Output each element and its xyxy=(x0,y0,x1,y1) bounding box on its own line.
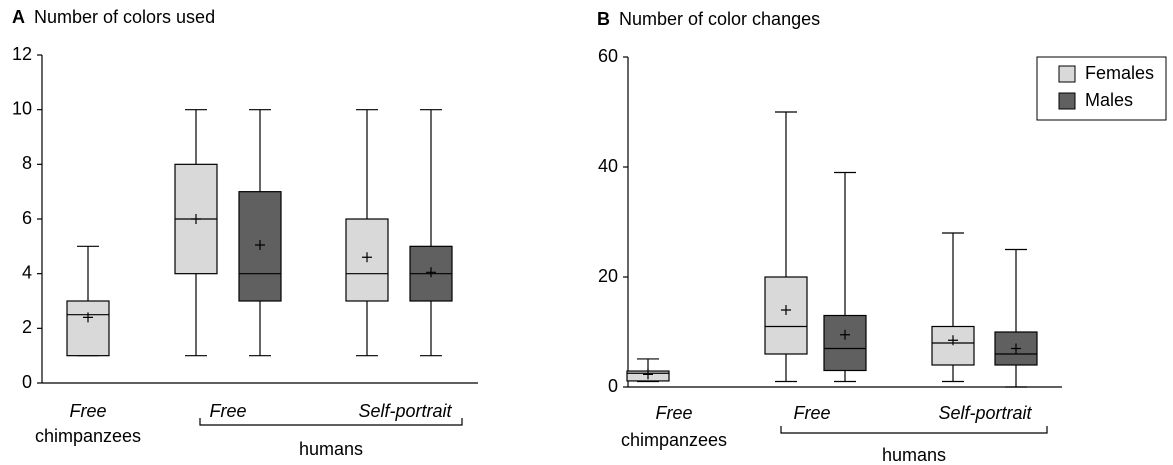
group-label: chimpanzees xyxy=(621,430,727,450)
group-bracket xyxy=(780,426,1048,434)
y-tick-label: 0 xyxy=(22,372,32,392)
box xyxy=(764,276,808,355)
mean-marker xyxy=(781,305,791,315)
group-label: humans xyxy=(882,445,946,465)
mean-marker xyxy=(1011,343,1021,354)
x-category-label: Free xyxy=(655,403,692,423)
mean-marker xyxy=(426,267,436,278)
y-tick-label: 4 xyxy=(22,262,32,282)
x-category-label: Free xyxy=(69,401,106,421)
legend-swatch xyxy=(1058,92,1076,110)
y-tick-label: 2 xyxy=(22,317,32,337)
y-tick-label: 6 xyxy=(22,208,32,228)
mean-marker xyxy=(643,369,653,380)
mean-marker xyxy=(840,329,850,340)
x-category-label: Free xyxy=(793,403,830,423)
x-category-label: Self-portrait xyxy=(358,401,452,421)
y-tick-label: 20 xyxy=(598,266,618,286)
box xyxy=(931,325,975,366)
x-category-label: Self-portrait xyxy=(938,403,1032,423)
y-tick-label: 12 xyxy=(12,44,32,64)
mean-marker xyxy=(83,312,93,323)
legend-label: Males xyxy=(1085,90,1133,110)
chart-title: Number of colors used xyxy=(34,7,215,27)
legend-label: Females xyxy=(1085,63,1154,83)
mean-marker xyxy=(255,239,265,250)
box xyxy=(345,218,389,302)
y-tick-label: 0 xyxy=(608,376,618,396)
x-category-label: Free xyxy=(209,401,246,421)
box xyxy=(823,314,867,372)
legend-swatch xyxy=(1058,65,1076,83)
panel-label: A xyxy=(12,7,25,27)
mean-marker xyxy=(948,335,958,346)
group-label: humans xyxy=(299,439,363,459)
y-tick-label: 8 xyxy=(22,153,32,173)
y-tick-label: 10 xyxy=(12,98,32,118)
group-bracket xyxy=(199,418,463,426)
mean-marker xyxy=(191,214,201,224)
group-label: chimpanzees xyxy=(35,426,141,446)
y-tick-label: 40 xyxy=(598,156,618,176)
box xyxy=(66,300,110,357)
y-tick-label: 60 xyxy=(598,46,618,66)
mean-marker xyxy=(362,252,372,263)
chart-title: Number of color changes xyxy=(619,9,820,29)
panel-label: B xyxy=(597,9,610,29)
